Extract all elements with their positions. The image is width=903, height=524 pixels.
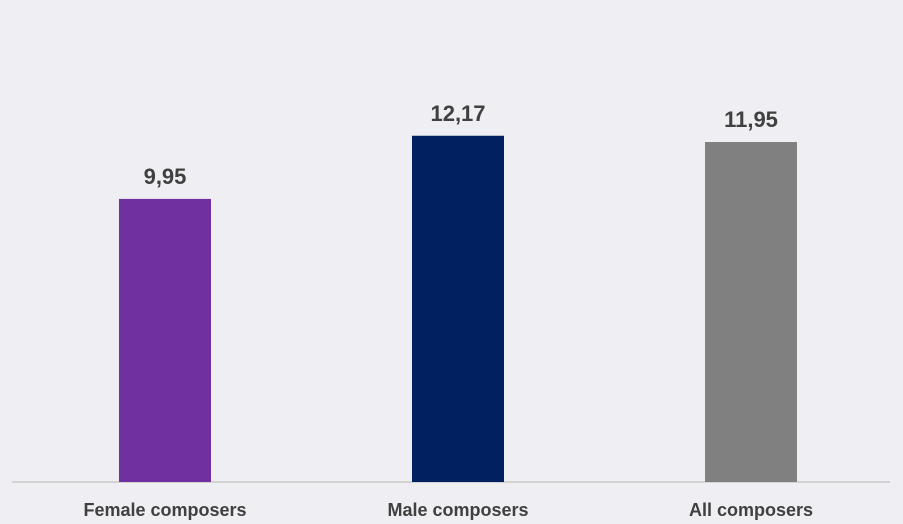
x-tick-label-0: Female composers [83, 500, 246, 520]
x-tick-label-1: Male composers [387, 500, 528, 520]
bars-group [119, 135, 797, 483]
data-label-1: 12,17 [430, 101, 485, 126]
data-label-2: 11,95 [724, 107, 778, 132]
category-labels-group: Female composers Male composers All compos… [83, 500, 813, 520]
bar-2 [705, 142, 797, 482]
bar-0 [119, 198, 211, 483]
value-labels-group: 9,95 12,17 11,95 [144, 101, 778, 189]
x-tick-label-2: All composers [689, 500, 813, 520]
data-label-0: 9,95 [144, 164, 187, 189]
bar-1 [412, 135, 504, 483]
